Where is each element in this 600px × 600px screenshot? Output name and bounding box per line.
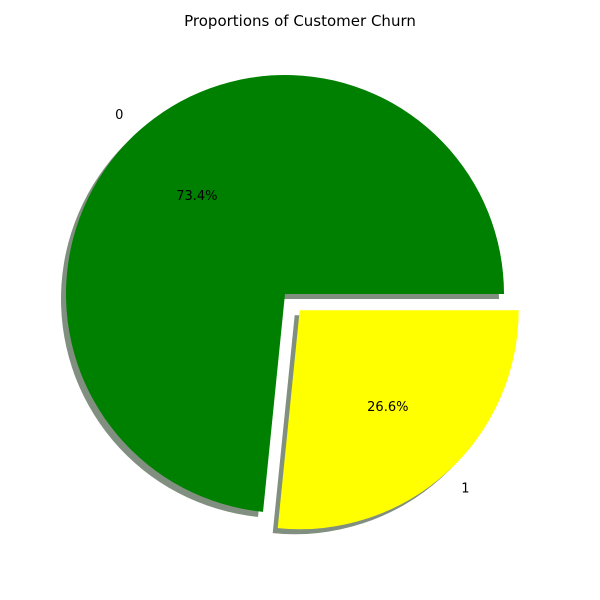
pie-labels: 0 73.4% 1 26.6% [115, 108, 469, 497]
pie-slices [65, 74, 519, 530]
chart-title: Proportions of Customer Churn [184, 12, 416, 30]
pie-slice-1 [277, 310, 519, 530]
pie-slice-0 [65, 74, 505, 512]
slice-category-label: 0 [115, 108, 123, 123]
slice-percent-label: 73.4% [176, 189, 217, 204]
slice-category-label: 1 [461, 481, 469, 496]
slice-percent-label: 26.6% [367, 400, 408, 415]
